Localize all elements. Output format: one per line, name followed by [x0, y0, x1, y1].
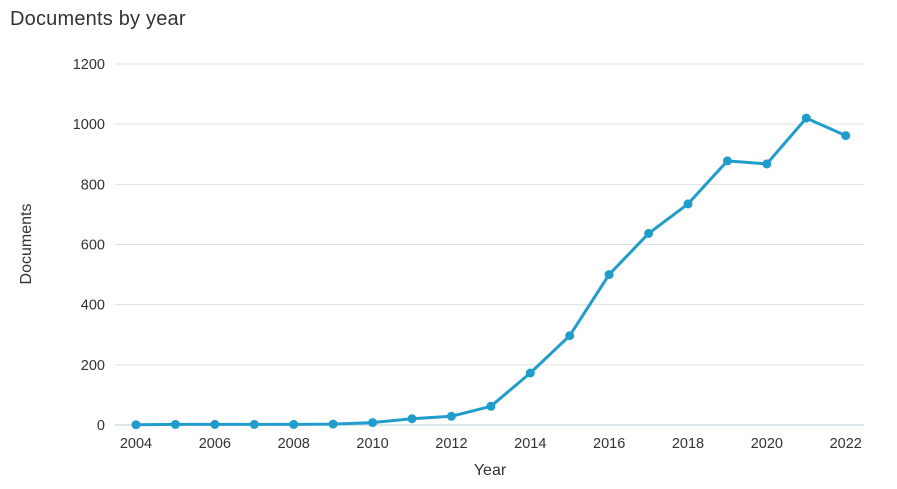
- x-tick-label: 2008: [278, 436, 310, 452]
- data-point[interactable]: [407, 414, 417, 424]
- y-tick-label: 0: [97, 418, 105, 434]
- data-line: [134, 116, 848, 427]
- data-point[interactable]: [683, 199, 693, 209]
- data-point[interactable]: [328, 419, 338, 429]
- data-point[interactable]: [210, 419, 220, 429]
- data-point[interactable]: [722, 156, 732, 166]
- x-tick-label: 2006: [199, 436, 231, 452]
- data-point[interactable]: [446, 411, 456, 421]
- y-tick-label: 1000: [73, 117, 105, 133]
- data-point[interactable]: [249, 419, 259, 429]
- y-tick-label: 200: [81, 358, 105, 374]
- data-point[interactable]: [565, 331, 575, 341]
- data-point[interactable]: [368, 418, 378, 428]
- data-point[interactable]: [841, 131, 851, 141]
- y-tick-label: 800: [81, 177, 105, 193]
- x-tick-label: 2016: [593, 436, 625, 452]
- x-tick-label: 2004: [120, 436, 152, 452]
- y-tick-label: 1200: [73, 57, 105, 73]
- x-tick-label: 2012: [435, 436, 467, 452]
- x-tick-label: 2020: [751, 436, 783, 452]
- data-point[interactable]: [525, 368, 535, 378]
- data-point[interactable]: [486, 401, 496, 411]
- y-tick-label: 400: [81, 298, 105, 314]
- data-point[interactable]: [604, 270, 614, 280]
- chart-title: Documents by year: [10, 8, 186, 30]
- data-point[interactable]: [131, 420, 141, 430]
- x-tick-label: 2010: [356, 436, 388, 452]
- data-point[interactable]: [762, 159, 772, 169]
- x-tick-label: 2018: [672, 436, 704, 452]
- data-point[interactable]: [801, 113, 811, 123]
- x-tick-label: 2022: [830, 436, 862, 452]
- data-point[interactable]: [170, 419, 180, 429]
- x-axis-label: Year: [473, 462, 507, 479]
- data-point[interactable]: [644, 228, 654, 238]
- x-tick-label: 2014: [514, 436, 546, 452]
- data-point[interactable]: [289, 419, 299, 429]
- y-tick-label: 600: [81, 238, 105, 254]
